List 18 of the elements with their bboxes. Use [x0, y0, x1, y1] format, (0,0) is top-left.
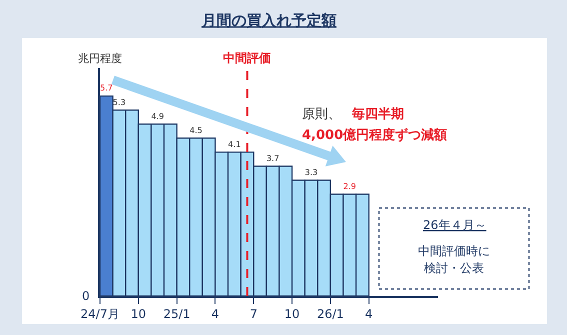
x-tick-label: 10: [284, 307, 300, 322]
chart-title: 月間の買入れ予定額: [200, 11, 336, 30]
x-tick-label: 10: [130, 307, 146, 322]
x-tick-label: 4: [365, 307, 373, 322]
text: 0: [82, 289, 90, 303]
x-tick-label: 24/7月: [80, 307, 120, 322]
y-axis-title: 兆円程度: [78, 52, 122, 65]
x-tick-label: 7: [250, 307, 258, 322]
annotation: 4,000億円程度ずつ減額: [302, 127, 448, 143]
annotation: 毎四半期: [351, 107, 404, 122]
text: 中間評価: [223, 51, 271, 65]
x-tick-label: 4: [211, 307, 220, 322]
annotation: 検討・公表: [424, 261, 484, 275]
annotation: 原則、: [302, 107, 341, 122]
x-tick-label: 25/1: [163, 307, 190, 322]
x-tick-label: 26/1: [316, 307, 344, 322]
annotation: 26年４月～: [423, 218, 486, 232]
annotation: 中間評価時に: [418, 244, 490, 258]
